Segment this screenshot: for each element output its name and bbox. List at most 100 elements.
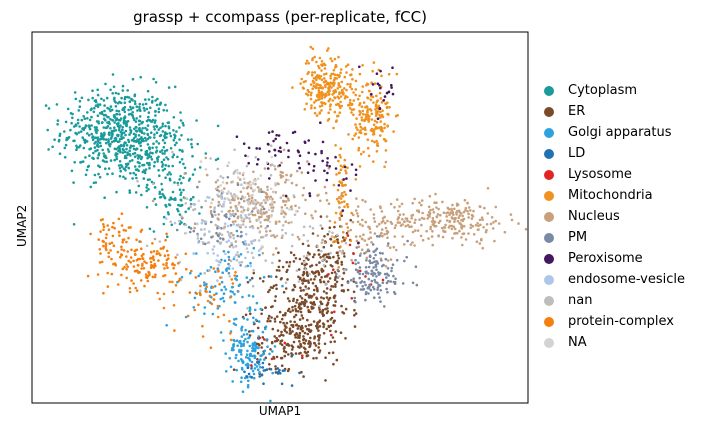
data-point (93, 173, 97, 177)
data-point (125, 255, 128, 258)
data-point (313, 303, 317, 306)
data-point (164, 103, 167, 107)
data-point (229, 223, 233, 227)
data-point (110, 257, 113, 261)
data-point (204, 199, 207, 203)
legend-label: NA (568, 335, 587, 350)
data-point (337, 171, 341, 175)
data-point (238, 171, 242, 175)
data-point (167, 86, 171, 89)
data-point (379, 134, 382, 137)
data-point (258, 147, 262, 150)
data-point (307, 258, 310, 261)
data-point (255, 219, 259, 222)
data-point (184, 231, 188, 235)
data-point (258, 187, 261, 191)
data-point (371, 128, 375, 131)
data-point (96, 88, 99, 92)
data-point (296, 235, 300, 239)
data-point (344, 237, 348, 240)
data-point (320, 104, 324, 107)
data-point (232, 245, 235, 249)
data-point (372, 61, 376, 64)
data-point (302, 375, 305, 378)
data-point (83, 138, 87, 142)
data-point (329, 318, 333, 321)
data-point (302, 186, 306, 190)
data-point (209, 157, 212, 160)
data-point (376, 286, 380, 289)
data-point (282, 148, 286, 152)
data-point (374, 108, 377, 111)
data-point (174, 272, 178, 275)
data-point (209, 205, 212, 209)
data-point (216, 279, 219, 282)
data-point (327, 117, 331, 121)
data-point (128, 160, 132, 163)
data-point (345, 171, 348, 175)
data-point (248, 197, 251, 201)
data-point (398, 205, 401, 208)
data-point (447, 226, 451, 229)
data-point (76, 121, 80, 125)
data-point (204, 152, 208, 155)
data-point (380, 128, 384, 131)
data-point (481, 218, 484, 221)
data-point (111, 92, 114, 95)
point-layer (44, 45, 528, 403)
data-point (109, 88, 112, 92)
data-point (249, 194, 252, 198)
data-point (63, 146, 67, 150)
data-point (112, 85, 116, 89)
data-point (138, 115, 142, 118)
data-point (154, 109, 157, 113)
data-point (232, 343, 235, 347)
data-point (325, 296, 329, 299)
data-point (244, 356, 248, 359)
data-point (313, 253, 316, 256)
data-point (299, 310, 303, 314)
data-point (362, 112, 365, 116)
data-point (315, 83, 319, 86)
data-point (343, 268, 346, 272)
data-point (128, 290, 132, 294)
data-point (180, 215, 183, 218)
data-point (376, 288, 379, 291)
data-point (99, 252, 102, 255)
data-point (305, 256, 308, 260)
data-point (299, 286, 302, 290)
data-point (420, 199, 424, 202)
data-point (63, 156, 67, 159)
data-point (121, 267, 125, 271)
data-point (446, 211, 450, 214)
data-point (280, 161, 283, 165)
data-point (374, 114, 378, 118)
data-point (419, 234, 423, 238)
data-point (155, 103, 159, 107)
data-point (211, 248, 215, 251)
data-point (270, 215, 273, 218)
data-point (174, 284, 178, 287)
data-point (216, 167, 220, 171)
data-point (232, 212, 236, 216)
data-point (148, 161, 151, 165)
data-point (335, 233, 339, 237)
data-point (184, 210, 187, 214)
data-point (107, 140, 110, 143)
data-point (278, 259, 281, 263)
data-point (222, 204, 225, 208)
data-point (344, 307, 348, 311)
data-point (461, 214, 465, 218)
data-point (254, 318, 258, 322)
data-point (240, 343, 244, 346)
data-point (91, 96, 94, 100)
data-point (124, 229, 128, 232)
data-point (349, 228, 353, 232)
data-point (132, 265, 136, 268)
data-point (404, 224, 408, 228)
data-point (319, 280, 323, 284)
data-point (234, 356, 238, 360)
data-point (114, 91, 118, 95)
data-point (313, 348, 316, 352)
data-point (327, 324, 331, 328)
